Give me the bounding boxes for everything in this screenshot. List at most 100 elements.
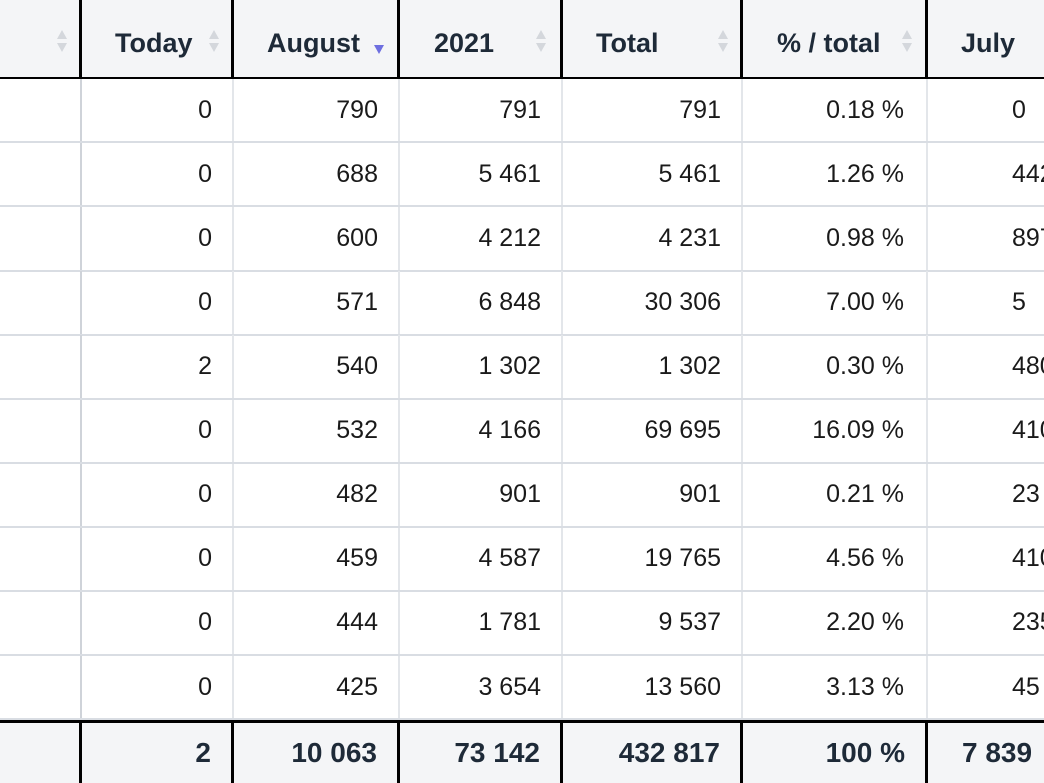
- cell-august: 444: [234, 591, 400, 655]
- cell-july: 0: [1012, 95, 1026, 124]
- cell-percent: 4.56 %: [743, 527, 928, 591]
- column-header-july[interactable]: July: [928, 0, 1044, 77]
- cell-total: 4 231: [563, 207, 743, 270]
- total-2021: 73 142: [400, 723, 563, 783]
- cell-percent: 1.26 %: [743, 143, 928, 206]
- cell-percent: 0.18 %: [743, 79, 928, 142]
- column-header-percent-total[interactable]: % / total: [743, 0, 928, 77]
- column-header-label[interactable]: [0, 0, 82, 77]
- cell-july: 23: [1012, 480, 1040, 509]
- sort-desc-icon[interactable]: [374, 28, 384, 54]
- table-row[interactable]: 0 482 901 901 0.21 % 23: [0, 463, 1044, 528]
- row-label-cell: [0, 655, 82, 719]
- total-july: 7 839: [962, 737, 1033, 768]
- cell-2021: 4 212: [400, 207, 563, 270]
- cell-july: 5: [1012, 287, 1026, 316]
- cell-total: 69 695: [563, 399, 743, 462]
- cell-percent: 0.21 %: [743, 463, 928, 526]
- cell-2021: 6 848: [400, 271, 563, 334]
- cell-percent: 0.30 %: [743, 335, 928, 398]
- cell-august: 482: [234, 463, 400, 526]
- cell-2021: 791: [400, 79, 563, 142]
- column-header-text: 2021: [434, 28, 495, 58]
- sort-icon[interactable]: [718, 28, 728, 54]
- cell-percent: 16.09 %: [743, 399, 928, 462]
- cell-today: 0: [82, 143, 234, 206]
- cell-july: 480: [1012, 352, 1044, 381]
- cell-total: 791: [563, 79, 743, 142]
- table-header: Today August 2021 Total % / total July: [0, 0, 1044, 79]
- row-label-cell: [0, 143, 82, 206]
- cell-2021: 4 587: [400, 527, 563, 591]
- cell-2021: 1 302: [400, 335, 563, 398]
- cell-total: 901: [563, 463, 743, 526]
- table-row[interactable]: 0 571 6 848 30 306 7.00 % 5: [0, 271, 1044, 336]
- row-label-cell: [0, 399, 82, 462]
- cell-today: 0: [82, 591, 234, 655]
- row-label-cell: [0, 591, 82, 655]
- cell-2021: 901: [400, 463, 563, 526]
- row-label-cell: [0, 79, 82, 142]
- cell-august: 425: [234, 655, 400, 719]
- column-header-text: Total: [596, 28, 659, 58]
- cell-today: 2: [82, 335, 234, 398]
- column-header-text: July: [961, 28, 1016, 58]
- cell-july: 897: [1012, 223, 1044, 252]
- sort-icon[interactable]: [209, 28, 219, 54]
- cell-today: 0: [82, 271, 234, 334]
- row-label-cell: [0, 207, 82, 270]
- cell-percent: 3.13 %: [743, 655, 928, 719]
- cell-total: 19 765: [563, 527, 743, 591]
- cell-percent: 0.98 %: [743, 207, 928, 270]
- column-header-text: August: [267, 28, 360, 58]
- cell-august: 459: [234, 527, 400, 591]
- total-total: 432 817: [563, 723, 743, 783]
- cell-august: 540: [234, 335, 400, 398]
- cell-today: 0: [82, 207, 234, 270]
- cell-percent: 7.00 %: [743, 271, 928, 334]
- cell-2021: 5 461: [400, 143, 563, 206]
- row-label-cell: [0, 271, 82, 334]
- cell-percent: 2.20 %: [743, 591, 928, 655]
- cell-august: 600: [234, 207, 400, 270]
- sort-icon[interactable]: [902, 28, 912, 54]
- column-header-2021[interactable]: 2021: [400, 0, 563, 77]
- column-header-today[interactable]: Today: [82, 0, 234, 77]
- cell-august: 532: [234, 399, 400, 462]
- cell-today: 0: [82, 655, 234, 719]
- table-row[interactable]: 0 425 3 654 13 560 3.13 % 45: [0, 655, 1044, 721]
- table-row[interactable]: 0 790 791 791 0.18 % 0: [0, 79, 1044, 144]
- cell-august: 790: [234, 79, 400, 142]
- cell-today: 0: [82, 79, 234, 142]
- cell-total: 30 306: [563, 271, 743, 334]
- total-percent: 100 %: [743, 723, 928, 783]
- cell-today: 0: [82, 399, 234, 462]
- column-header-total[interactable]: Total: [563, 0, 743, 77]
- cell-total: 13 560: [563, 655, 743, 719]
- row-label-cell: [0, 463, 82, 526]
- column-header-text: % / total: [777, 28, 881, 58]
- cell-total: 1 302: [563, 335, 743, 398]
- column-header-text: Today: [115, 28, 193, 58]
- cell-july: 410: [1012, 544, 1044, 573]
- cell-2021: 1 781: [400, 591, 563, 655]
- cell-today: 0: [82, 527, 234, 591]
- sort-icon[interactable]: [536, 28, 546, 54]
- table-footer-totals: 2 10 063 73 142 432 817 100 % 7 839: [0, 720, 1044, 783]
- cell-july: 410: [1012, 416, 1044, 445]
- total-today: 2: [82, 723, 234, 783]
- cell-july: 442: [1012, 159, 1044, 188]
- cell-august: 571: [234, 271, 400, 334]
- cell-august: 688: [234, 143, 400, 206]
- totals-label-cell: [0, 723, 82, 783]
- cell-2021: 3 654: [400, 655, 563, 719]
- sort-icon[interactable]: [57, 28, 67, 54]
- column-header-august[interactable]: August: [234, 0, 400, 77]
